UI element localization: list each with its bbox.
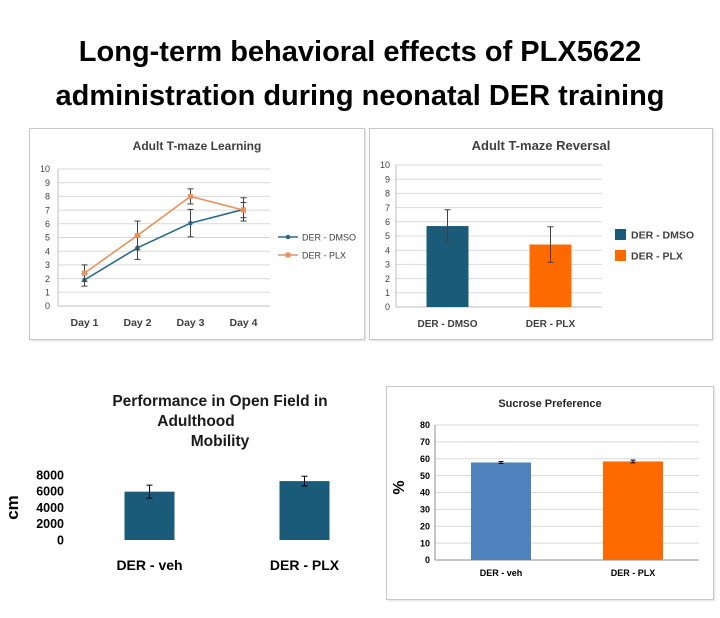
- y-tick-label: 9: [45, 178, 50, 188]
- y-tick-label: 4: [385, 245, 390, 255]
- y-axis-label: %: [391, 480, 408, 494]
- y-tick-label: 6: [45, 219, 50, 229]
- y-tick-label: 60: [420, 454, 430, 464]
- page-title-line-1: Long-term behavioral effects of PLX5622: [78, 36, 642, 68]
- page-title: Long-term behavioral effects of PLX5622 …: [0, 30, 720, 118]
- tmaze-reversal-title: Adult T-maze Reversal: [471, 138, 611, 153]
- y-tick-label: 40: [420, 488, 430, 498]
- legend-swatch: [615, 229, 626, 240]
- y-tick-label: 8: [45, 192, 50, 202]
- page-title-line-2: administration during neonatal DER train…: [55, 80, 665, 112]
- x-tick-label: DER - PLX: [526, 319, 576, 330]
- y-tick-label: 80: [420, 420, 430, 430]
- tmaze-reversal-plot: 0 1 2 3 4 5 6 7 8 9 10 DER - DMSO DER - PLX DER - DMS…: [380, 160, 694, 330]
- legend-label: DER - DMSO: [631, 230, 694, 242]
- data-point: [188, 193, 193, 199]
- y-tick-label: 50: [420, 471, 430, 481]
- legend-marker: [285, 252, 291, 258]
- y-tick-label: 2: [45, 274, 50, 284]
- y-tick-label: 2000: [36, 517, 64, 531]
- y-tick-label: 4: [45, 246, 50, 256]
- y-tick-label: 0: [385, 302, 390, 312]
- open-field-title-line-2: Adulthood: [157, 413, 235, 430]
- sucrose-plot: 0 10 20 30 40 50 60 70 80 DER - veh DER - PLX%: [391, 420, 699, 578]
- y-tick-label: 0: [425, 555, 430, 565]
- tmaze-reversal-chart: Adult T-maze Reversal 0 1 2 3 4 5 6 7 8 9 10 DER - …: [369, 128, 713, 340]
- y-tick-label: 10: [380, 160, 390, 170]
- y-tick-label: 0: [57, 533, 64, 547]
- bar: [603, 461, 663, 560]
- y-tick-label: 8000: [36, 468, 64, 482]
- series-line-dmso: [84, 208, 244, 281]
- legend-label: DER - PLX: [302, 251, 346, 261]
- legend-swatch: [615, 250, 626, 261]
- x-tick-label: Day 3: [176, 317, 204, 329]
- y-tick-label: 1: [45, 287, 50, 297]
- tmaze-learning-plot: 0 1 2 3 4 5 6 7 8 9 10 Day 1 Day 2 Day 3 Day 4 DER - DM…: [40, 164, 356, 329]
- legend-marker: [285, 234, 291, 240]
- y-tick-label: 1: [385, 288, 390, 298]
- y-tick-label: 3: [385, 260, 390, 270]
- x-tick-label: DER - PLX: [611, 568, 656, 578]
- y-tick-label: 10: [420, 538, 430, 548]
- x-tick-label: DER - veh: [480, 568, 523, 578]
- x-tick-label: Day 2: [123, 317, 151, 329]
- y-tick-label: 3: [45, 260, 50, 270]
- x-tick-label: DER - DMSO: [418, 319, 478, 330]
- y-tick-label: 7: [385, 203, 390, 213]
- bar: [471, 462, 531, 560]
- x-tick-label: DER - PLX: [270, 557, 340, 573]
- y-tick-label: 10: [40, 164, 50, 174]
- open-field-title: Performance in Open Field in Adulthood M…: [20, 392, 420, 452]
- y-tick-label: 20: [420, 521, 430, 531]
- open-field-plot: 0 2000 4000 6000 8000 DER - veh DER - PLX cm: [3, 468, 382, 573]
- series-line-plx: [84, 195, 244, 274]
- y-axis-label: cm: [3, 495, 22, 520]
- y-tick-label: 7: [45, 205, 50, 215]
- tmaze-learning-title: Adult T-maze Learning: [132, 139, 262, 153]
- data-point: [188, 220, 193, 226]
- x-tick-label: Day 4: [229, 317, 257, 329]
- data-point: [135, 232, 140, 238]
- tmaze-learning-chart: Adult T-maze Learning 0 1 2 3 4 5 6 7 8 9 10 Day 1 D…: [29, 128, 365, 340]
- y-tick-label: 8: [385, 189, 390, 199]
- y-tick-label: 4000: [36, 501, 64, 515]
- open-field-chart: Performance in Open Field in Adulthood M…: [0, 390, 390, 590]
- sucrose-title: Sucrose Preference: [498, 398, 602, 410]
- bar: [279, 481, 330, 540]
- y-tick-label: 6: [385, 217, 390, 227]
- bar: [124, 491, 175, 540]
- y-tick-label: 0: [45, 301, 50, 311]
- y-tick-label: 30: [420, 505, 430, 515]
- legend-label: DER - PLX: [631, 251, 683, 263]
- x-tick-label: DER - veh: [116, 557, 182, 573]
- legend-label: DER - DMSO: [302, 233, 356, 243]
- data-point: [82, 270, 87, 276]
- y-tick-label: 2: [385, 274, 390, 284]
- y-tick-label: 5: [45, 233, 50, 243]
- sucrose-preference-chart: Sucrose Preference 0 10 20 30 40 50 60 70 80 DER …: [386, 386, 714, 600]
- open-field-title-line-1: Performance in Open Field in: [112, 393, 328, 410]
- x-tick-label: Day 1: [70, 317, 98, 329]
- open-field-title-line-3: Mobility: [190, 433, 250, 450]
- y-tick-label: 5: [385, 231, 390, 241]
- y-tick-label: 70: [420, 437, 430, 447]
- y-tick-label: 6000: [36, 485, 64, 499]
- y-tick-label: 9: [385, 174, 390, 184]
- data-point: [241, 207, 246, 213]
